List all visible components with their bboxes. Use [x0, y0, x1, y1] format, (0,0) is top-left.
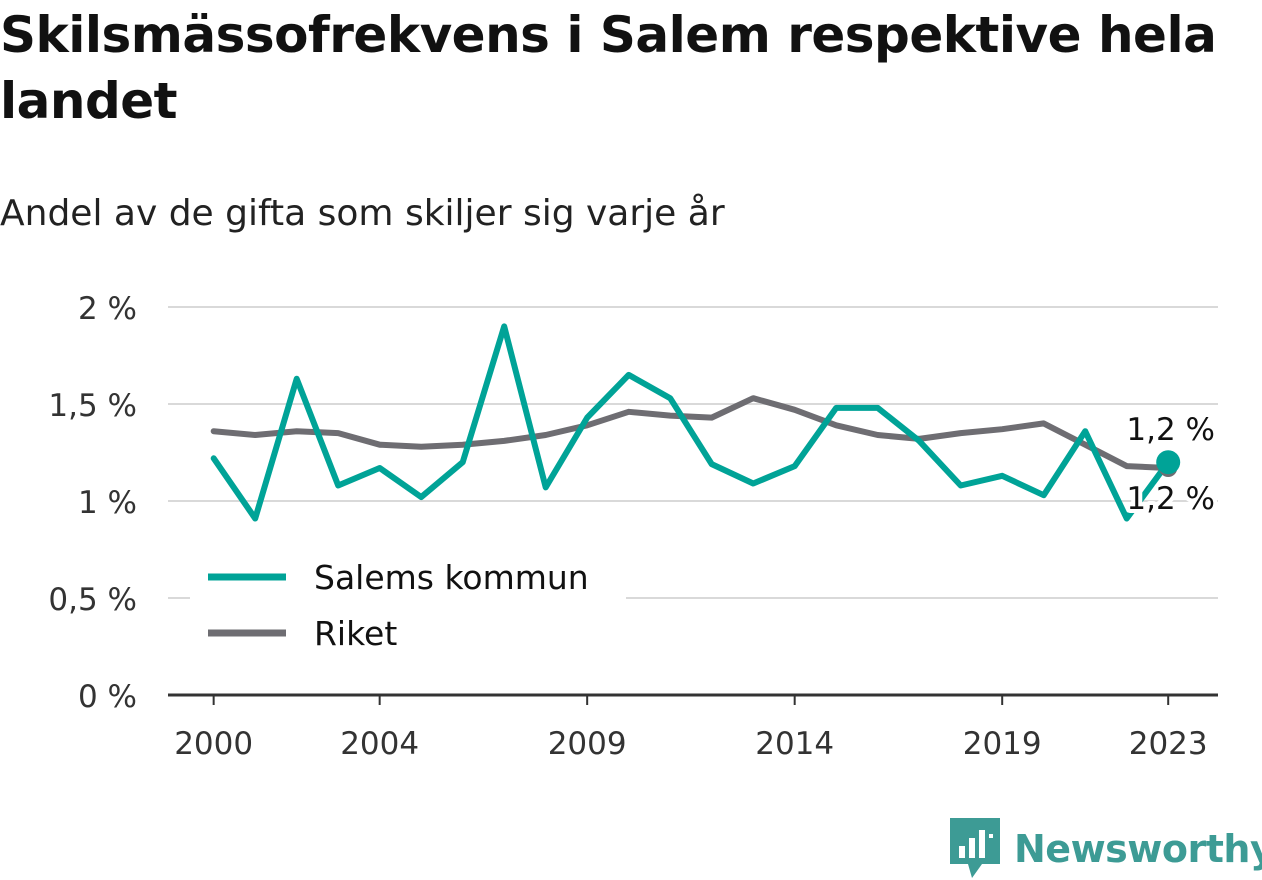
legend: Salems kommun Riket [190, 548, 626, 659]
series-line-riket [210, 395, 1172, 471]
y-tick-label: 2 % [78, 291, 137, 327]
x-tick-label: 2019 [963, 726, 1042, 762]
x-tick-label: 2023 [1129, 726, 1208, 762]
y-tick-label: 0 % [78, 679, 137, 715]
x-tick-label: 2000 [174, 726, 253, 762]
x-axis: 2000 2004 2009 2014 2019 2023 [168, 693, 1218, 762]
x-tick-label: 2004 [340, 726, 419, 762]
series-lines [210, 323, 1172, 522]
x-tick-label: 2014 [755, 726, 834, 762]
y-tick-label: 0,5 % [48, 582, 137, 618]
y-tick-label: 1,5 % [48, 388, 137, 424]
chart-subtitle: Andel av de gifta som skiljer sig varje … [0, 193, 725, 234]
chart-title: Skilsmässofrekvens i Salem respektive he… [0, 6, 1217, 130]
end-label-salem: 1,2 % [1126, 412, 1215, 448]
x-tick-label: 2009 [548, 726, 627, 762]
legend-label-riket: Riket [314, 614, 397, 653]
end-labels: 1,2 % 1,2 % [1122, 412, 1219, 521]
series-line-salem [210, 323, 1172, 522]
bar-chart-icon [950, 818, 1000, 878]
end-marker-salem [1156, 450, 1181, 475]
newsworthy-logo: Newsworthy [950, 818, 1262, 880]
y-axis-ticks: 0 % 0,5 % 1 % 1,5 % 2 % [48, 291, 137, 715]
legend-label-salem: Salems kommun [314, 558, 589, 597]
end-label-riket: 1,2 % [1126, 481, 1215, 517]
brand-name: Newsworthy [1014, 827, 1262, 871]
y-tick-label: 1 % [78, 485, 137, 521]
